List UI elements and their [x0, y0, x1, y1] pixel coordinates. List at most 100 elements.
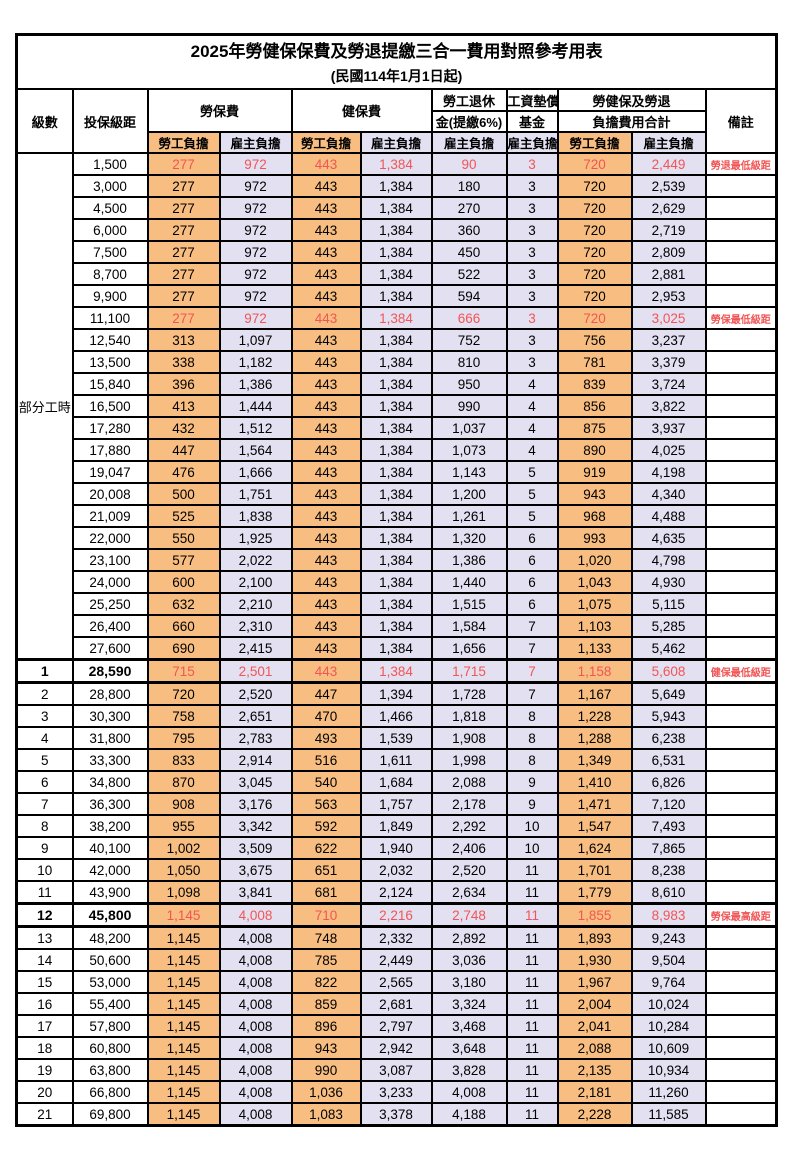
table-row: 6,000 277 972 443 1,384 360 3 720 2,719	[17, 218, 778, 242]
value-cell: 1,547	[556, 814, 633, 838]
level-cell: 6	[15, 770, 74, 794]
value-cell: 6	[505, 592, 559, 616]
value-cell: 822	[290, 970, 362, 994]
value-cell: 2,539	[630, 174, 707, 198]
value-cell: 516	[290, 748, 362, 772]
value-cell: 7	[505, 614, 559, 638]
value-cell: 11	[505, 880, 559, 905]
value-cell: 10,284	[630, 1014, 707, 1038]
bracket-cell: 60,800	[71, 1036, 149, 1060]
table-row: 9,900 277 972 443 1,384 594 3 720 2,953	[17, 284, 778, 308]
value-cell: 1,384	[359, 196, 433, 220]
remark-cell	[704, 1080, 778, 1104]
remark-cell	[704, 814, 778, 838]
value-cell: 2,449	[359, 948, 433, 972]
value-cell: 413	[146, 394, 221, 418]
value-cell: 6,826	[630, 770, 707, 794]
value-cell: 1,384	[359, 504, 433, 528]
remark-cell: 勞保最高級距	[704, 902, 778, 928]
value-cell: 1,384	[359, 350, 433, 374]
value-cell: 1,466	[359, 704, 433, 728]
value-cell: 563	[290, 792, 362, 816]
table-row: 20 66,800 1,145 4,008 1,036 3,233 4,008 11 2,181…	[15, 1080, 778, 1104]
value-cell: 990	[430, 394, 508, 418]
value-cell: 6,238	[630, 726, 707, 750]
value-cell: 7,865	[630, 836, 707, 860]
col-header-remark: 備註	[704, 88, 778, 154]
value-cell: 1,386	[430, 548, 508, 572]
value-cell: 2,809	[630, 240, 707, 264]
value-cell: 660	[146, 614, 221, 638]
table-row: 7 36,300 908 3,176 563 1,757 2,178 9 1,471 7,120	[15, 792, 778, 816]
value-cell: 5,285	[630, 614, 707, 638]
value-cell: 4,635	[630, 526, 707, 550]
value-cell: 5,115	[630, 592, 707, 616]
value-cell: 447	[290, 681, 362, 706]
bracket-cell: 25,250	[71, 592, 149, 616]
table-row: 部分工時 1,500 277 972 443 1,384 90 3 720 2,449 勞退最低級距	[15, 152, 778, 661]
value-cell: 1,440	[430, 570, 508, 594]
value-cell: 396	[146, 372, 221, 396]
bracket-cell: 48,200	[71, 925, 149, 950]
value-cell: 3	[505, 218, 559, 242]
value-cell: 1,444	[218, 394, 293, 418]
value-cell: 443	[290, 504, 362, 528]
value-cell: 632	[146, 592, 221, 616]
value-cell: 11	[505, 970, 559, 994]
value-cell: 3	[505, 196, 559, 220]
remark-cell	[704, 328, 778, 352]
value-cell: 3,937	[630, 416, 707, 440]
value-cell: 990	[290, 1058, 362, 1082]
value-cell: 720	[556, 218, 633, 242]
value-cell: 752	[430, 328, 508, 352]
value-cell: 6	[505, 548, 559, 572]
value-cell: 2,892	[430, 925, 508, 950]
value-cell: 972	[218, 306, 293, 330]
value-cell: 9	[505, 792, 559, 816]
value-cell: 943	[556, 482, 633, 506]
table-row: 10 42,000 1,050 3,675 651 2,032 2,520 11 1,701 8,…	[15, 858, 778, 882]
value-cell: 1,320	[430, 526, 508, 550]
value-cell: 3,342	[218, 814, 293, 838]
value-cell: 1,386	[218, 372, 293, 396]
value-cell: 1,167	[556, 681, 633, 706]
table-row: 26,400 660 2,310 443 1,384 1,584 7 1,103 5,285	[17, 614, 778, 638]
bracket-cell: 12,540	[71, 328, 149, 352]
value-cell: 1,037	[430, 416, 508, 440]
value-cell: 540	[290, 770, 362, 794]
remark-cell: 勞保最低級距	[704, 306, 778, 330]
remark-cell	[704, 704, 778, 728]
remark-cell	[704, 240, 778, 264]
bracket-cell: 24,000	[71, 570, 149, 594]
value-cell: 4,188	[430, 1102, 508, 1127]
subheader-total-employer: 雇主負擔	[630, 131, 707, 154]
bracket-cell: 23,100	[71, 548, 149, 572]
table-row: 4 31,800 795 2,783 493 1,539 1,908 8 1,288 6,238	[15, 726, 778, 750]
value-cell: 1,145	[146, 1080, 221, 1104]
value-cell: 4,930	[630, 570, 707, 594]
bracket-cell: 30,300	[71, 704, 149, 728]
value-cell: 972	[218, 152, 293, 176]
remark-cell	[704, 592, 778, 616]
col-header-wage-fund-line1: 工資墊償	[505, 88, 559, 112]
value-cell: 748	[290, 925, 362, 950]
value-cell: 443	[290, 614, 362, 638]
value-cell: 785	[290, 948, 362, 972]
bracket-cell: 13,500	[71, 350, 149, 374]
value-cell: 3,509	[218, 836, 293, 860]
bracket-cell: 33,300	[71, 748, 149, 772]
value-cell: 6	[505, 526, 559, 550]
value-cell: 277	[146, 196, 221, 220]
value-cell: 500	[146, 482, 221, 506]
value-cell: 2,032	[359, 858, 433, 882]
value-cell: 710	[290, 902, 362, 928]
value-cell: 338	[146, 350, 221, 374]
value-cell: 781	[556, 350, 633, 374]
bracket-cell: 6,000	[71, 218, 149, 242]
value-cell: 11	[505, 1080, 559, 1104]
bracket-cell: 45,800	[71, 902, 149, 928]
value-cell: 1,098	[146, 880, 221, 905]
value-cell: 443	[290, 416, 362, 440]
value-cell: 1,143	[430, 460, 508, 484]
value-cell: 476	[146, 460, 221, 484]
